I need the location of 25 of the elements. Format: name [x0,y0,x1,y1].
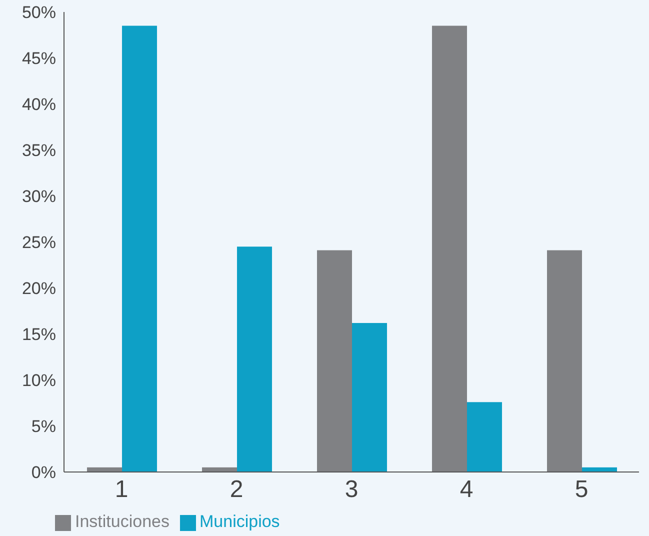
y-tick-label: 10% [22,371,56,390]
bar [467,402,502,472]
legend-label: Municipios [200,512,280,531]
y-tick-label: 50% [22,3,56,22]
y-tick-label: 5% [31,417,56,436]
y-tick-label: 15% [22,325,56,344]
bar [237,246,272,472]
x-tick-label: 2 [230,476,244,504]
x-tick-label: 4 [460,476,474,504]
bar [352,322,387,472]
y-tick-label: 25% [22,233,56,252]
bar [547,250,582,472]
y-tick-label: 0% [31,463,56,482]
x-tick-label: 3 [344,476,358,504]
bar [432,26,467,472]
x-tick-label: 1 [114,476,128,504]
x-tick-label: 5 [574,476,588,504]
y-tick-label: 35% [22,141,56,160]
y-tick-label: 20% [22,279,56,298]
y-tick-label: 40% [22,95,56,114]
y-tick-label: 30% [22,187,56,206]
y-tick-label: 45% [22,49,56,68]
bar [317,250,352,472]
bar [122,26,157,472]
legend-label: Instituciones [75,512,170,531]
